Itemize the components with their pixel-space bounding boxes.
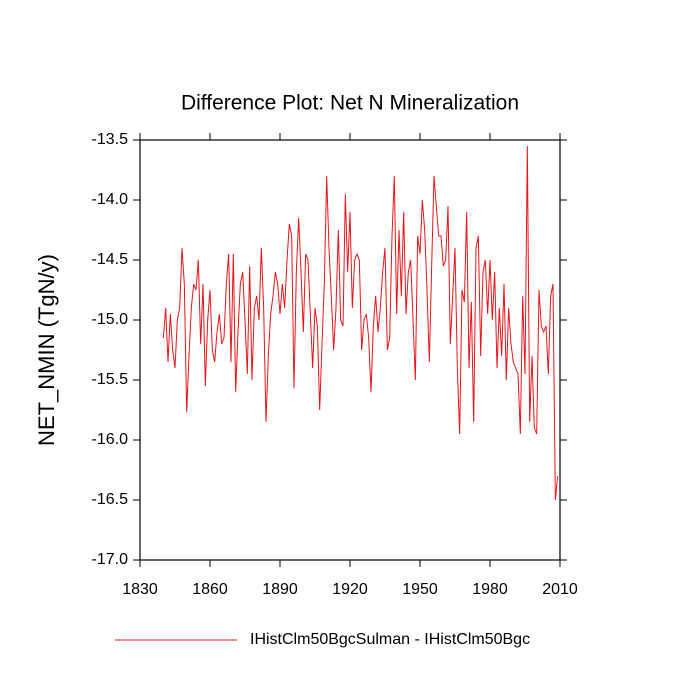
y-tick-label: -14.5 (92, 251, 129, 268)
y-tick-label: -14.0 (92, 191, 129, 208)
y-tick-label: -16.0 (92, 431, 129, 448)
legend-label: IHistClm50BgcSulman - IHistClm50Bgc (250, 631, 530, 648)
y-tick-label: -13.5 (92, 131, 129, 148)
y-tick-label: -16.5 (92, 491, 129, 508)
x-tick-label: 2010 (542, 581, 578, 598)
y-tick-label: -17.0 (92, 551, 129, 568)
x-tick-label: 1950 (402, 581, 438, 598)
data-line (162, 145, 559, 501)
y-tick-label: -15.5 (92, 371, 129, 388)
x-tick-label: 1980 (472, 581, 508, 598)
y-axis-label: NET_NMIN (TgN/y) (34, 254, 59, 446)
x-tick-label: 1860 (192, 581, 228, 598)
chart-title: Difference Plot: Net N Mineralization (181, 92, 519, 115)
y-tick-label: -15.0 (92, 311, 129, 328)
x-tick-label: 1890 (262, 581, 298, 598)
x-tick-label: 1920 (332, 581, 368, 598)
x-tick-label: 1830 (122, 581, 158, 598)
